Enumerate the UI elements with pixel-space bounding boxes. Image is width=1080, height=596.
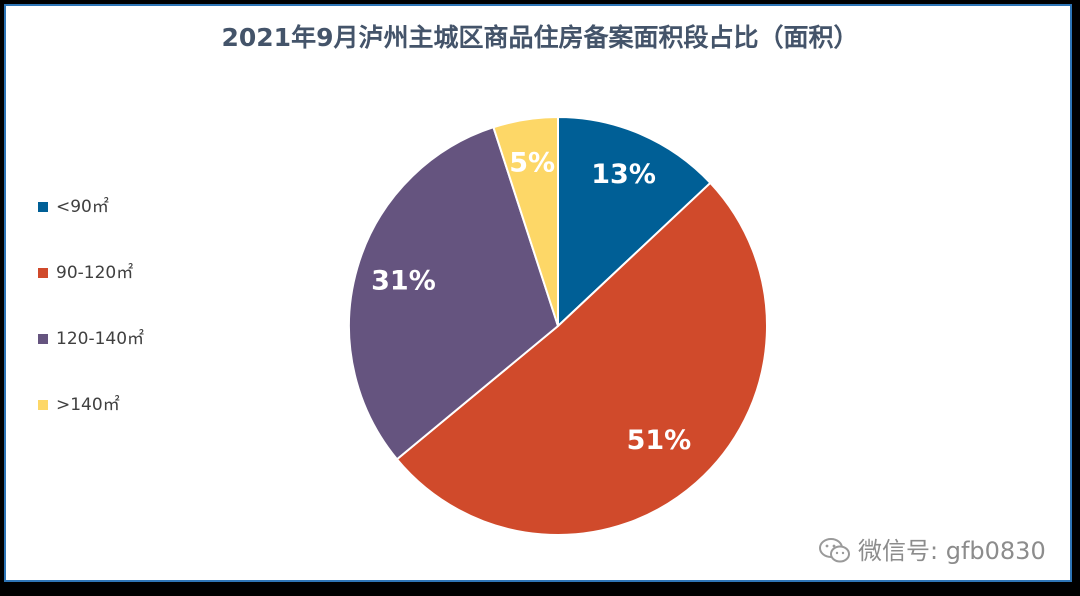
slice-90-120 <box>395 181 768 536</box>
legend-swatch <box>38 334 48 344</box>
data-label: 31% <box>371 266 436 297</box>
pie-chart: 13% 51% 31% 5% <box>348 115 768 536</box>
data-label: 13% <box>591 159 656 190</box>
data-label: 5% <box>509 147 555 178</box>
legend-swatch <box>38 400 48 410</box>
chart-frame: 2021年9月泸州主城区商品住房备案面积段占比（面积） <90㎡ 90-120㎡… <box>4 4 1072 582</box>
legend-label: 120-140㎡ <box>56 329 145 349</box>
legend-label: >140㎡ <box>56 395 120 415</box>
wechat-icon <box>819 538 850 563</box>
watermark-text: 微信号: gfb0830 <box>858 537 1046 565</box>
legend-swatch <box>38 202 48 212</box>
slice-gt140 <box>492 115 559 327</box>
pie-labels: 13% 51% 31% 5% <box>371 147 691 456</box>
legend-label: 90-120㎡ <box>56 263 134 283</box>
pie-slices <box>348 115 768 536</box>
legend-swatch <box>38 268 48 278</box>
data-label: 51% <box>627 425 692 456</box>
chart-title: 2021年9月泸州主城区商品住房备案面积段占比（面积） <box>221 23 859 52</box>
slice-120-140 <box>348 125 560 461</box>
legend-label: <90㎡ <box>56 197 109 217</box>
slice-lt90 <box>557 115 712 329</box>
